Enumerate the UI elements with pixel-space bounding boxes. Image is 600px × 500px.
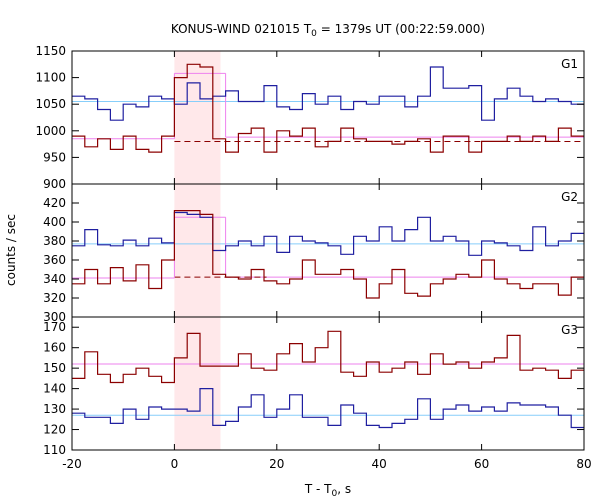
y-tick-label: 1000	[35, 124, 66, 138]
series-step-red	[72, 63, 584, 153]
panel-frame	[71, 316, 585, 451]
y-tick-label: 300	[43, 310, 66, 324]
series-step-red	[72, 210, 584, 299]
y-tick-label: 420	[43, 196, 66, 210]
panel-label-g2: G2	[561, 190, 578, 204]
x-tick-label: 60	[474, 457, 489, 471]
panel-frame	[71, 183, 585, 318]
x-tick-label: -20	[62, 457, 82, 471]
series-step-blue	[72, 66, 584, 121]
y-tick-label: 380	[43, 234, 66, 248]
y-tick-label: 340	[43, 272, 66, 286]
y-tick-label: 1050	[35, 97, 66, 111]
x-tick-label: 40	[372, 457, 387, 471]
x-axis-title: T - T0, s	[304, 482, 351, 499]
panel-g3: 110 120 130 140 150 160 170 G3	[43, 316, 585, 457]
y-tick-label: 1150	[35, 44, 66, 58]
panel-label-g3: G3	[561, 323, 578, 337]
y-tick-label: 130	[43, 402, 66, 416]
y-tick-label: 160	[43, 341, 66, 355]
x-tick-label: 20	[269, 457, 284, 471]
y-tick-label: 140	[43, 382, 66, 396]
y-tick-label: 120	[43, 423, 66, 437]
panel-label-g1: G1	[561, 57, 578, 71]
y-tick-label: 150	[43, 361, 66, 375]
y-tick-label: 320	[43, 291, 66, 305]
y-tick-label: 170	[43, 320, 66, 334]
panel-g2: 300 320 340 360 380 400 420 G2	[43, 183, 585, 324]
x-tick-label: 0	[171, 457, 179, 471]
y-tick-label: 1100	[35, 71, 66, 85]
series-step-red	[72, 330, 584, 384]
chart-title: KONUS-WIND 021015 T0 = 1379s UT (00:22:5…	[171, 22, 485, 39]
panel-frame	[71, 50, 585, 185]
y-tick-label: 900	[43, 177, 66, 191]
series-step-blue	[72, 211, 584, 256]
y-tick-label: 360	[43, 253, 66, 267]
panel-g1: 900 950 1000 1050 1100 1150 G1	[35, 44, 585, 191]
y-tick-label: 950	[43, 150, 66, 164]
y-tick-label: 110	[43, 443, 66, 457]
series-step-blue	[72, 388, 584, 429]
x-tick-label: 80	[576, 457, 591, 471]
y-axis-title: counts / sec	[4, 214, 18, 286]
y-tick-label: 400	[43, 215, 66, 229]
